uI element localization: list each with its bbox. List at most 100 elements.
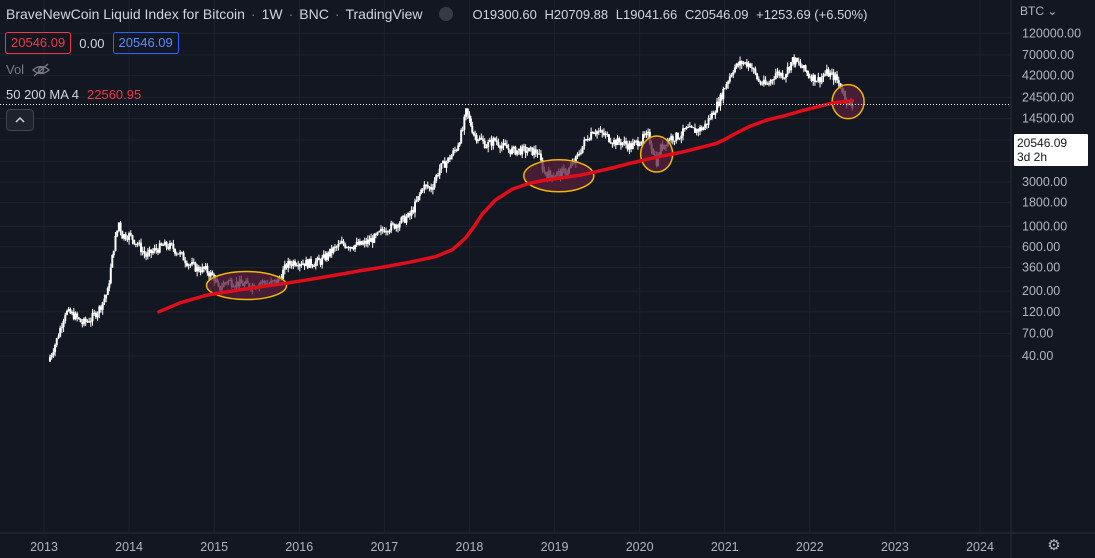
candle-body (791, 57, 794, 63)
candle-body (692, 127, 695, 129)
change-value: +1253.69 (+6.50%) (756, 6, 868, 22)
collapse-legend-button[interactable] (6, 109, 34, 131)
candle-body (719, 94, 722, 106)
candle-body (621, 142, 624, 146)
candle-body (349, 246, 352, 249)
y-tick-label: 42000.00 (1022, 69, 1074, 83)
gear-icon[interactable]: ⚙ (1047, 537, 1061, 554)
candle-body (158, 243, 161, 253)
candle-body (438, 168, 441, 176)
candle-body (824, 74, 827, 76)
candle-body (699, 127, 702, 132)
candle-body (636, 140, 639, 146)
candle-body (712, 112, 715, 115)
candle-body (740, 61, 743, 64)
candle-body (643, 134, 646, 136)
candle-body (398, 223, 401, 228)
candle-body (168, 243, 171, 249)
candle-body (332, 247, 335, 253)
candle-body (408, 213, 411, 216)
candle-body (88, 321, 91, 323)
candle-body (725, 84, 728, 89)
candle-body (170, 243, 173, 245)
high-label: H (544, 6, 554, 22)
candle-body (769, 80, 772, 84)
x-tick-label: 2018 (456, 540, 484, 554)
candle-body (720, 94, 723, 99)
candle-body (528, 147, 531, 152)
candle-body (400, 217, 403, 224)
y-tick-label: 14500.00 (1022, 111, 1074, 125)
candle-body (91, 313, 94, 322)
candle-body (733, 67, 736, 73)
candle-body (832, 72, 835, 81)
candle-body (134, 243, 137, 245)
candle-body (602, 132, 605, 136)
candle-body (74, 313, 77, 320)
visibility-dot-icon[interactable] (438, 7, 453, 21)
candle-body (687, 126, 690, 128)
candle-body (48, 357, 51, 362)
candle-body (695, 129, 698, 133)
candle-body (702, 127, 705, 131)
interval-label[interactable]: 1W (261, 6, 283, 22)
candle-body (817, 77, 820, 82)
ohlc-values: O19300.60 H20709.88 L19041.66 C20546.09 … (473, 7, 868, 22)
candle-body (813, 74, 816, 83)
candle-body (109, 267, 112, 284)
candle-body (301, 263, 304, 265)
candle-body (626, 144, 629, 150)
candle-body (536, 153, 539, 155)
candle-body (452, 150, 455, 156)
candle-body (461, 129, 464, 131)
candle-body (640, 141, 643, 145)
candle-body (671, 136, 674, 141)
candle-body (150, 249, 153, 254)
candle-body (141, 250, 144, 253)
price-axis[interactable]: 40.00 70.00 120.00 200.00 360.00 600.00 1000.0… (1022, 26, 1081, 363)
candle-body (371, 238, 374, 243)
candle-body (593, 133, 596, 135)
candle-body (64, 314, 67, 321)
candle-body (335, 246, 338, 248)
candle-body (360, 241, 363, 245)
candle-body (417, 196, 420, 201)
candle-body (145, 253, 148, 257)
candle-body (786, 66, 789, 75)
candle-body (492, 138, 495, 146)
candle-body (576, 154, 579, 157)
candle-body (618, 138, 621, 143)
candle-body (631, 142, 634, 150)
buy-price-box[interactable]: 20546.09 (112, 32, 179, 54)
candle-body (794, 58, 797, 65)
candle-body (522, 146, 525, 148)
chevron-up-icon (15, 116, 25, 123)
candle-body (606, 133, 609, 135)
candle-body (707, 118, 710, 125)
separator: · (334, 6, 340, 22)
sell-price-box[interactable]: 20546.09 (5, 32, 72, 54)
symbol-title[interactable]: BraveNewCoin Liquid Index for Bitcoin (6, 6, 245, 22)
candle-body (585, 139, 588, 141)
candle-body (140, 242, 143, 253)
candle-body (421, 189, 424, 191)
candle-body (283, 264, 286, 270)
y-tick-label: 24500.00 (1022, 90, 1074, 104)
candle-body (358, 241, 361, 245)
candle-body (685, 126, 688, 130)
time-axis[interactable]: 2013 2014 2015 2016 2017 2018 2019 2020 2021 2022… (30, 540, 994, 554)
candle-body (737, 63, 740, 66)
candle-body (749, 63, 752, 68)
candle-body (431, 187, 434, 190)
candle-body (745, 62, 748, 67)
candle-body (788, 66, 791, 71)
candle-body (204, 265, 207, 269)
ma-indicator-label: 50 200 MA 4 (6, 87, 79, 102)
candle-body (512, 146, 515, 149)
axis-currency-label[interactable]: BTC ⌄ (1020, 4, 1057, 18)
candle-body (428, 186, 431, 188)
eye-off-icon[interactable] (32, 63, 51, 77)
candle-body (93, 312, 96, 314)
ma-indicator-legend[interactable]: 50 200 MA 4 22560.95 (6, 87, 141, 102)
